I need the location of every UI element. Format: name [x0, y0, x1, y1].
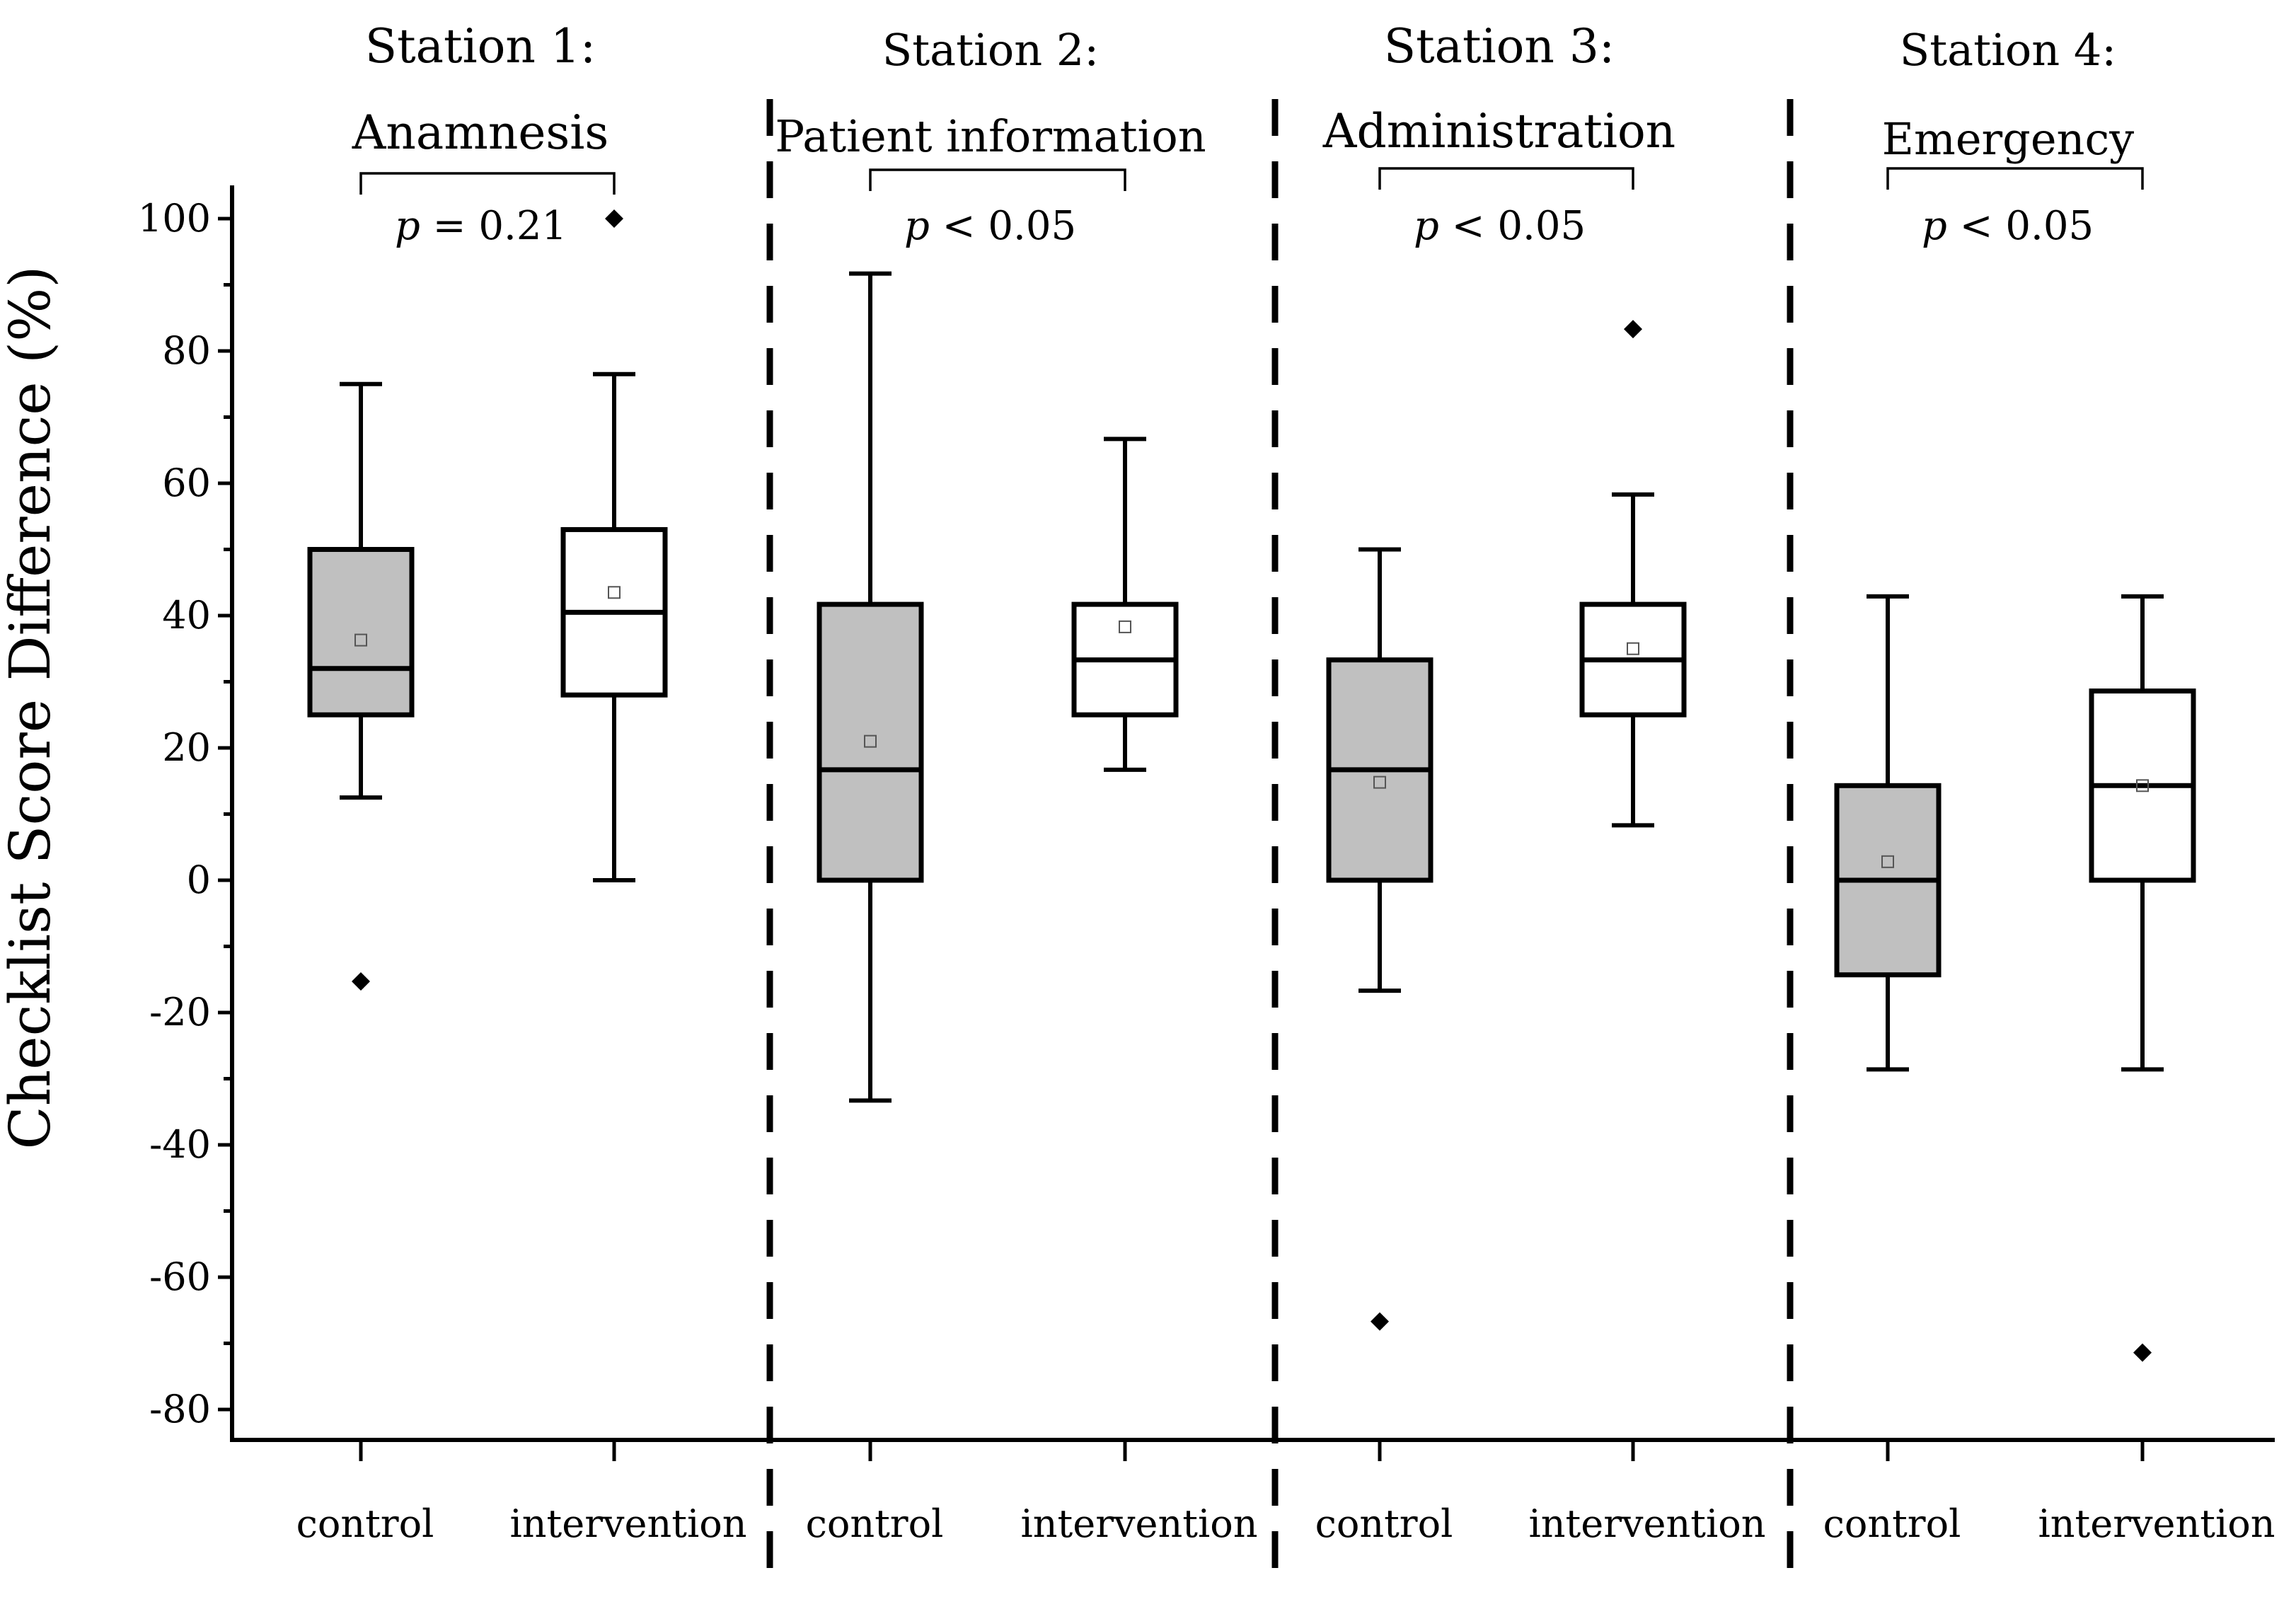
- station-3: Station 3: Administration p < 0.05 control i…: [1315, 19, 1766, 1546]
- control-box-group: control: [806, 271, 944, 1546]
- y-axis-label: Checklist Score Difference (%): [0, 266, 63, 1150]
- category-label: intervention: [1528, 1501, 1765, 1546]
- y-tick-label: 100: [138, 196, 211, 241]
- y-tick-label: 40: [162, 593, 211, 638]
- category-label: intervention: [509, 1501, 746, 1546]
- p-value-label: p = 0.21: [395, 203, 567, 249]
- p-value-label: p < 0.05: [1414, 203, 1586, 249]
- mean-marker: [2136, 779, 2149, 792]
- iqr-box: [307, 547, 415, 717]
- significance-bracket: [869, 168, 1126, 191]
- category-label: control: [806, 1501, 944, 1546]
- outlier-point: [1371, 1312, 1389, 1331]
- station-1: Station 1: Anamnesis p = 0.21 control interv…: [296, 19, 747, 1546]
- station-subtitle: Anamnesis: [352, 105, 609, 160]
- p-value-text: < 0.05: [930, 203, 1076, 249]
- y-tick-label: 0: [187, 858, 211, 902]
- mean-marker: [608, 586, 621, 599]
- category-label: control: [1315, 1501, 1453, 1546]
- intervention-box-group: intervention: [509, 209, 747, 1546]
- y-tick-label: 80: [162, 328, 211, 373]
- station-2: Station 2: Patient information p < 0.05 con…: [775, 24, 1257, 1546]
- y-tick-label: -40: [149, 1122, 211, 1167]
- mean-marker: [354, 633, 367, 647]
- p-value-label: p < 0.05: [904, 203, 1076, 249]
- outlier-point: [352, 972, 370, 991]
- station-title: Station 4:: [1900, 24, 2116, 76]
- category-label: control: [296, 1501, 434, 1546]
- mean-marker: [1881, 855, 1894, 868]
- mean-marker: [1627, 642, 1639, 655]
- mean-marker: [864, 734, 877, 748]
- axes-layer: 100 80 60 40 20 0 -20 -40 -60 -80: [138, 99, 2275, 1578]
- outlier-point: [2133, 1343, 2152, 1362]
- station-subtitle: Emergency: [1882, 113, 2134, 165]
- mean-marker: [1373, 776, 1386, 789]
- p-value-text: < 0.05: [1947, 203, 2094, 249]
- stations-layer: Station 1: Anamnesis p = 0.21 control interv…: [296, 19, 2275, 1546]
- control-box-group: control: [296, 381, 434, 1546]
- y-tick-label: 60: [162, 461, 211, 505]
- category-label: intervention: [1020, 1501, 1257, 1546]
- outlier-point: [605, 209, 623, 228]
- significance-bracket: [359, 172, 616, 195]
- mean-marker: [1119, 620, 1131, 633]
- intervention-box-group: intervention: [1528, 320, 1766, 1546]
- y-tick-label: -20: [149, 990, 211, 1034]
- p-value-text: < 0.05: [1439, 203, 1586, 249]
- p-value-label: p < 0.05: [1922, 203, 2094, 249]
- station-title: Station 2:: [882, 24, 1099, 76]
- p-value-symbol: p: [1414, 203, 1439, 249]
- category-label: control: [1823, 1501, 1961, 1546]
- significance-bracket: [1886, 167, 2144, 190]
- control-box-group: control: [1315, 547, 1453, 1546]
- station-title: Station 1:: [365, 19, 596, 74]
- p-value-symbol: p: [395, 203, 420, 249]
- y-tick-label: -80: [149, 1387, 211, 1431]
- significance-bracket: [1378, 167, 1634, 190]
- p-value-symbol: p: [1922, 203, 1947, 249]
- p-value-symbol: p: [904, 203, 930, 249]
- iqr-box: [817, 601, 924, 883]
- outlier-point: [1624, 320, 1642, 339]
- intervention-box-group: intervention: [2038, 594, 2275, 1546]
- y-tick-label: 20: [162, 725, 211, 770]
- station-subtitle: Administration: [1322, 104, 1675, 158]
- control-box-group: control: [1823, 594, 1961, 1546]
- category-label: intervention: [2038, 1501, 2275, 1546]
- y-tick-label: -60: [149, 1255, 211, 1299]
- station-title: Station 3:: [1384, 19, 1615, 74]
- intervention-box-group: intervention: [1020, 437, 1258, 1546]
- p-value-text: = 0.21: [420, 203, 567, 249]
- station-subtitle: Patient information: [775, 110, 1206, 162]
- station-4: Station 4: Emergency p < 0.05 control interv…: [1823, 24, 2275, 1546]
